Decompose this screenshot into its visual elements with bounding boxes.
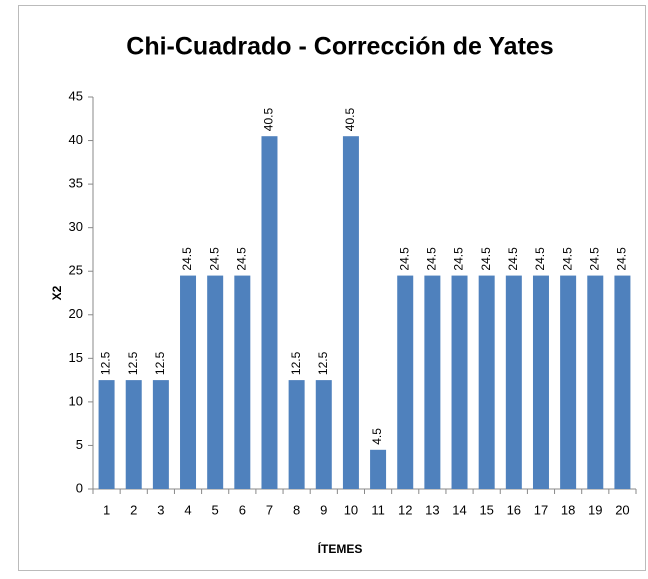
x-tick-label: 6	[239, 502, 246, 517]
data-label: 24.5	[479, 247, 493, 271]
bar	[125, 380, 142, 489]
x-tick-label: 4	[184, 502, 191, 517]
data-label: 12.5	[289, 351, 303, 375]
bar	[451, 275, 468, 489]
data-label: 12.5	[126, 351, 140, 375]
y-tick-label: 25	[69, 263, 83, 278]
chart-title: Chi-Cuadrado - Corrección de Yates	[126, 33, 553, 61]
x-tick-label: 17	[534, 502, 548, 517]
data-label: 24.5	[452, 247, 466, 271]
data-label: 12.5	[316, 351, 330, 375]
bar	[397, 275, 414, 489]
bar	[478, 275, 495, 489]
x-tick-label: 19	[588, 502, 602, 517]
y-tick-label: 15	[69, 350, 83, 365]
bar	[234, 275, 251, 489]
x-tick-label: 9	[320, 502, 327, 517]
x-tick-label: 5	[212, 502, 219, 517]
y-tick-label: 20	[69, 306, 83, 321]
y-tick-label: 35	[69, 176, 83, 191]
bar	[180, 275, 197, 489]
data-label: 12.5	[99, 351, 113, 375]
x-axis-title: ÍTEMES	[318, 541, 363, 556]
x-tick-label: 3	[157, 502, 164, 517]
x-tick-label: 8	[293, 502, 300, 517]
x-tick-label: 20	[615, 502, 629, 517]
y-tick-label: 0	[76, 480, 83, 495]
bar	[261, 136, 278, 489]
data-label: 24.5	[533, 247, 547, 271]
x-tick-label: 18	[561, 502, 575, 517]
data-label: 24.5	[180, 247, 194, 271]
data-label: 24.5	[587, 247, 601, 271]
x-tick-label: 12	[398, 502, 412, 517]
bar	[370, 449, 387, 489]
bar	[342, 136, 359, 489]
bar	[587, 275, 604, 489]
bar	[288, 380, 305, 489]
data-label: 40.5	[343, 108, 357, 132]
bar	[614, 275, 631, 489]
x-tick-label: 10	[344, 502, 358, 517]
bar	[152, 380, 169, 489]
data-label: 12.5	[153, 351, 167, 375]
bar	[424, 275, 441, 489]
data-label: 40.5	[262, 108, 276, 132]
x-tick-label: 7	[266, 502, 273, 517]
bar	[98, 380, 115, 489]
data-label: 24.5	[425, 247, 439, 271]
y-axis-title: X2	[50, 285, 64, 300]
x-tick-label: 2	[130, 502, 137, 517]
data-label: 24.5	[234, 247, 248, 271]
bar	[560, 275, 577, 489]
x-tick-label: 11	[371, 502, 385, 517]
y-tick-label: 5	[76, 437, 83, 452]
y-tick-label: 40	[69, 132, 83, 147]
y-tick-label: 10	[69, 393, 83, 408]
x-tick-label: 14	[452, 502, 466, 517]
data-label: 24.5	[207, 247, 221, 271]
data-label: 24.5	[397, 247, 411, 271]
data-label: 24.5	[506, 247, 520, 271]
y-tick-label: 30	[69, 219, 83, 234]
x-tick-label: 1	[103, 502, 110, 517]
bar	[207, 275, 224, 489]
x-tick-label: 15	[479, 502, 493, 517]
data-label: 24.5	[560, 247, 574, 271]
x-tick-label: 16	[507, 502, 521, 517]
data-label: 24.5	[615, 247, 629, 271]
data-label: 4.5	[370, 428, 384, 445]
x-tick-label: 13	[425, 502, 439, 517]
y-tick-label: 45	[69, 88, 83, 103]
bar	[532, 275, 549, 489]
bar	[505, 275, 522, 489]
bar	[315, 380, 332, 489]
